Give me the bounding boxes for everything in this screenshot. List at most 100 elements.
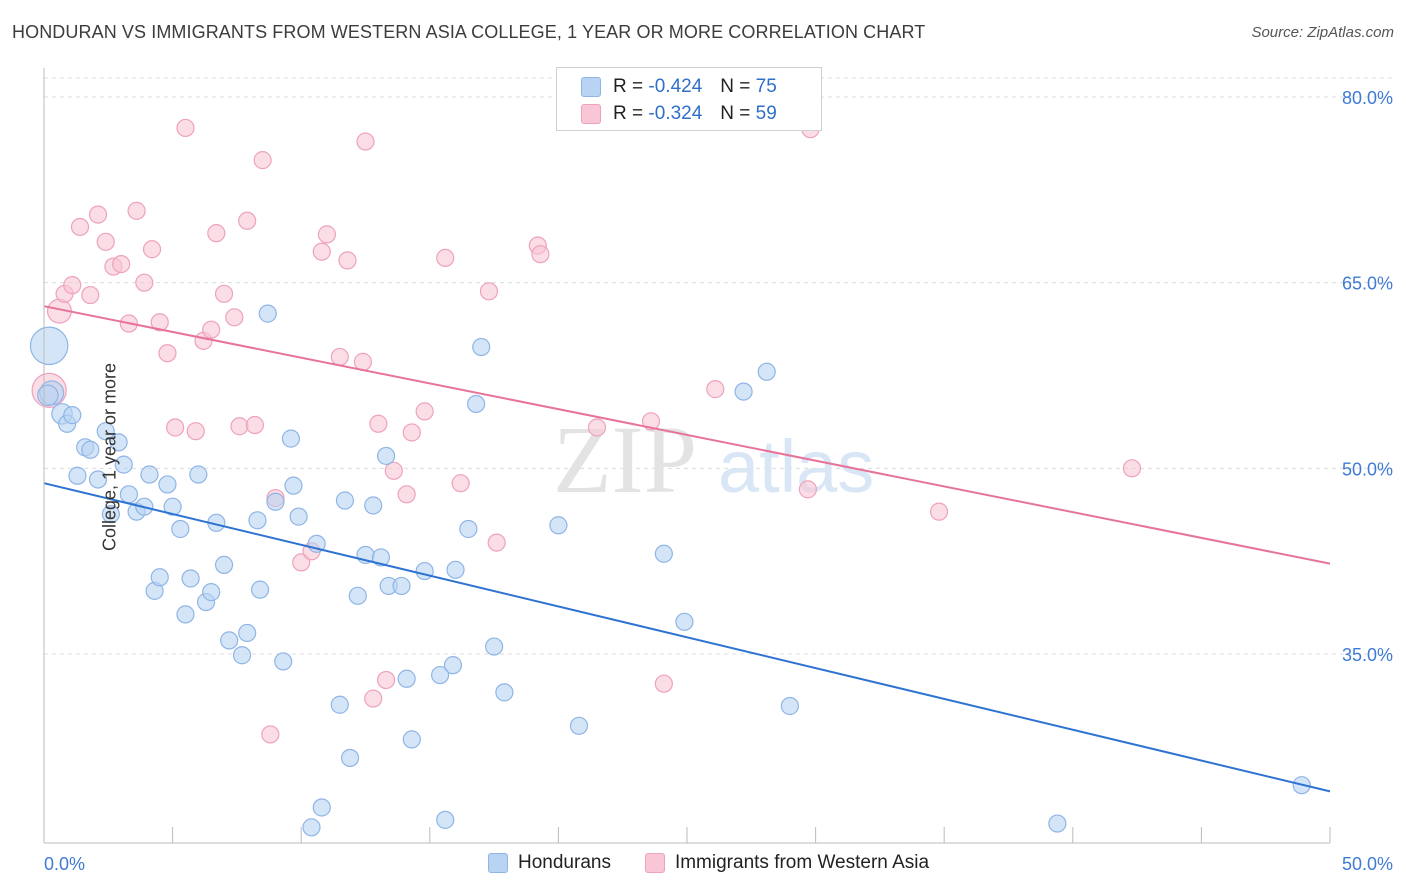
data-point-western-asia <box>202 320 221 339</box>
data-point-honduran <box>68 466 87 485</box>
trend-line-western-asia <box>43 305 1331 565</box>
legend-row-western-asia: R = -0.324 N = 59 <box>581 101 777 127</box>
data-point-honduran <box>459 519 478 539</box>
legend-item-hondurans[interactable]: Hondurans <box>488 852 611 874</box>
data-point-honduran <box>281 429 301 448</box>
data-point-honduran <box>101 505 120 524</box>
series-hondurans-points <box>29 304 1311 837</box>
data-point-honduran <box>37 384 59 407</box>
source-label: Source: ZipAtlas.com <box>1251 24 1394 41</box>
data-point-honduran <box>466 394 486 414</box>
tick-labels: 35.0% 50.0% 65.0% 80.0% 0.0% 50.0% <box>44 88 1393 874</box>
data-point-honduran <box>140 465 159 484</box>
data-point-western-asia <box>166 418 185 437</box>
legend-r-label: R = <box>613 103 644 124</box>
data-point-honduran <box>415 561 434 581</box>
data-point-western-asia <box>253 151 272 170</box>
legend-swatch-blue <box>581 77 601 97</box>
data-point-honduran <box>485 637 504 656</box>
data-point-western-asia <box>317 225 337 244</box>
watermark-atlas: atlas <box>718 425 874 508</box>
data-point-western-asia <box>261 725 280 744</box>
y-tick-label: 80.0% <box>1342 88 1393 108</box>
legend-n-label: N = <box>720 76 751 97</box>
data-point-western-asia <box>1122 459 1142 478</box>
legend-n-value: 59 <box>755 103 777 124</box>
data-point-western-asia <box>436 248 455 268</box>
data-point-western-asia <box>312 242 331 261</box>
trend-line-hondurans <box>43 482 1331 793</box>
data-point-honduran <box>181 569 200 588</box>
data-point-western-asia <box>225 308 244 327</box>
data-point-western-asia <box>402 423 421 442</box>
data-point-western-asia <box>112 255 131 274</box>
data-point-honduran <box>330 695 349 714</box>
y-tick-label: 65.0% <box>1342 274 1393 294</box>
data-point-honduran <box>340 748 360 768</box>
data-point-western-asia <box>142 240 162 259</box>
data-point-western-asia <box>245 415 265 435</box>
data-point-honduran <box>119 485 138 504</box>
data-point-honduran <box>780 696 799 716</box>
data-point-honduran <box>757 362 776 381</box>
data-point-honduran <box>675 612 694 631</box>
data-point-western-asia <box>364 689 383 708</box>
y-tick-label: 50.0% <box>1342 459 1393 479</box>
y-axis-label: College, 1 year or more <box>99 362 120 552</box>
data-point-honduran <box>238 623 257 643</box>
gridlines <box>44 77 1392 655</box>
data-point-western-asia <box>96 232 115 251</box>
data-point-honduran <box>232 646 252 665</box>
data-point-western-asia <box>487 533 506 552</box>
data-point-western-asia <box>369 414 388 433</box>
data-point-honduran <box>495 683 514 702</box>
data-point-honduran <box>171 519 190 539</box>
data-point-honduran <box>397 669 416 688</box>
data-point-western-asia <box>292 553 311 572</box>
data-point-western-asia <box>338 251 357 270</box>
correlation-legend: R = -0.424 N = 75 R = -0.324 N = 59 <box>556 67 822 131</box>
data-point-honduran <box>376 446 396 466</box>
data-point-western-asia <box>186 422 205 441</box>
data-point-honduran <box>734 382 753 401</box>
data-point-western-asia <box>150 313 169 332</box>
data-point-western-asia <box>706 380 725 399</box>
data-point-honduran <box>302 818 321 837</box>
data-point-western-asia <box>929 502 949 521</box>
legend-swatch-blue <box>488 853 508 873</box>
data-point-honduran <box>114 455 133 474</box>
data-point-western-asia <box>63 276 82 295</box>
data-point-western-asia <box>479 282 499 301</box>
legend-r-value: -0.324 <box>648 103 703 124</box>
data-point-honduran <box>430 665 450 685</box>
data-point-honduran <box>436 810 455 829</box>
data-point-honduran <box>364 496 383 515</box>
data-point-western-asia <box>531 245 550 264</box>
series-legend: Hondurans Immigrants from Western Asia <box>488 852 963 874</box>
data-point-western-asia <box>641 412 661 431</box>
data-point-honduran <box>163 497 182 516</box>
data-point-honduran <box>569 716 589 735</box>
data-point-western-asia <box>135 273 154 292</box>
legend-swatch-pink <box>644 853 665 873</box>
data-point-western-asia <box>88 205 108 224</box>
legend-label-hondurans: Hondurans <box>518 852 611 873</box>
legend-item-western-asia[interactable]: Immigrants from Western Asia <box>644 852 929 874</box>
legend-r-value: -0.424 <box>648 76 703 97</box>
data-point-honduran <box>150 568 169 587</box>
data-point-honduran <box>348 586 367 605</box>
data-point-honduran <box>549 516 568 535</box>
data-point-honduran <box>289 507 308 526</box>
data-point-western-asia <box>238 211 257 230</box>
data-point-western-asia <box>397 485 416 504</box>
data-point-western-asia <box>451 474 470 493</box>
legend-swatch-pink <box>581 104 601 124</box>
data-point-honduran <box>371 548 391 567</box>
data-point-honduran <box>220 631 239 650</box>
watermark-zip: ZIP <box>553 406 697 513</box>
data-point-western-asia <box>384 461 403 480</box>
data-point-western-asia <box>214 284 234 303</box>
legend-n-value: 75 <box>755 76 777 97</box>
x-tick-label: 50.0% <box>1342 854 1393 874</box>
